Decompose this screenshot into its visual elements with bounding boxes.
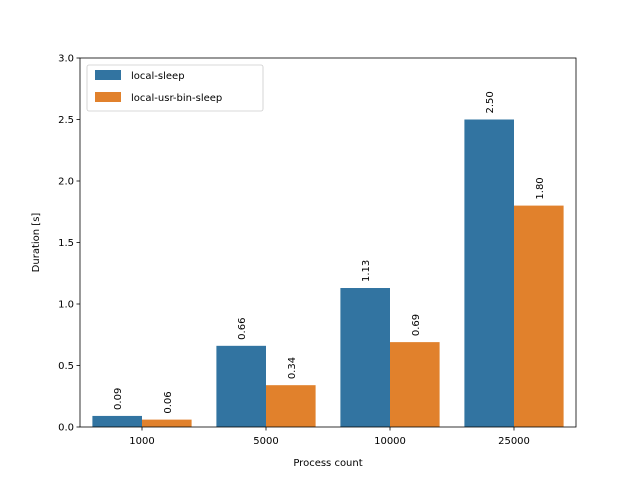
bar-value-label: 0.34 bbox=[287, 357, 298, 379]
bar-local-usr-bin-sleep-25000 bbox=[514, 205, 564, 427]
bar-value-label: 2.50 bbox=[485, 91, 496, 113]
y-tick-label: 3.0 bbox=[58, 54, 74, 65]
x-tick-label: 1000 bbox=[129, 436, 154, 447]
bars-group bbox=[92, 119, 564, 427]
bar-local-usr-bin-sleep-10000 bbox=[390, 342, 440, 427]
plot-frame bbox=[79, 57, 577, 428]
x-tick-label: 25000 bbox=[498, 436, 530, 447]
bar-local-sleep-5000 bbox=[216, 345, 266, 427]
y-tick-label: 0.5 bbox=[58, 361, 74, 372]
y-tick-label: 2.5 bbox=[58, 115, 74, 126]
y-tick-label: 1.5 bbox=[58, 238, 74, 249]
bar-value-label: 0.69 bbox=[411, 314, 422, 336]
y-tick-label: 1.0 bbox=[58, 300, 74, 311]
legend-label-local-sleep: local-sleep bbox=[131, 71, 185, 82]
bar-local-sleep-10000 bbox=[340, 288, 390, 427]
bar-local-sleep-1000 bbox=[92, 415, 142, 427]
bar-local-sleep-25000 bbox=[464, 119, 514, 427]
bar-value-label: 1.80 bbox=[535, 177, 546, 199]
x-axis-title: Process count bbox=[293, 458, 362, 469]
bar-value-label: 0.09 bbox=[113, 388, 124, 410]
legend-swatch-local-usr-bin-sleep bbox=[95, 92, 121, 102]
y-axis-title: Duration [s] bbox=[31, 213, 42, 273]
x-tick-label: 10000 bbox=[374, 436, 406, 447]
x-tick-label: 5000 bbox=[253, 436, 278, 447]
legend-frame bbox=[86, 64, 264, 112]
bar-value-label: 0.06 bbox=[163, 391, 174, 413]
y-tick-label: 2.0 bbox=[58, 177, 74, 188]
bar-local-usr-bin-sleep-1000 bbox=[142, 419, 192, 427]
legend-swatch-local-sleep bbox=[95, 70, 121, 80]
y-axis-ticks: 0.0 0.5 1.0 1.5 2.0 2.5 3.0 bbox=[58, 54, 80, 434]
bar-value-label: 1.13 bbox=[361, 260, 372, 282]
bar-value-label: 0.66 bbox=[237, 318, 248, 340]
y-tick-label: 0.0 bbox=[58, 423, 74, 434]
legend-label-local-usr-bin-sleep: local-usr-bin-sleep bbox=[131, 93, 222, 104]
legend: local-sleep local-usr-bin-sleep bbox=[86, 64, 264, 112]
bar-labels-group: 0.09 0.06 0.66 0.34 1.13 0.69 2.50 1.80 bbox=[113, 91, 546, 413]
x-axis-ticks: 1000 5000 10000 25000 bbox=[129, 427, 530, 447]
bar-local-usr-bin-sleep-5000 bbox=[266, 385, 316, 427]
